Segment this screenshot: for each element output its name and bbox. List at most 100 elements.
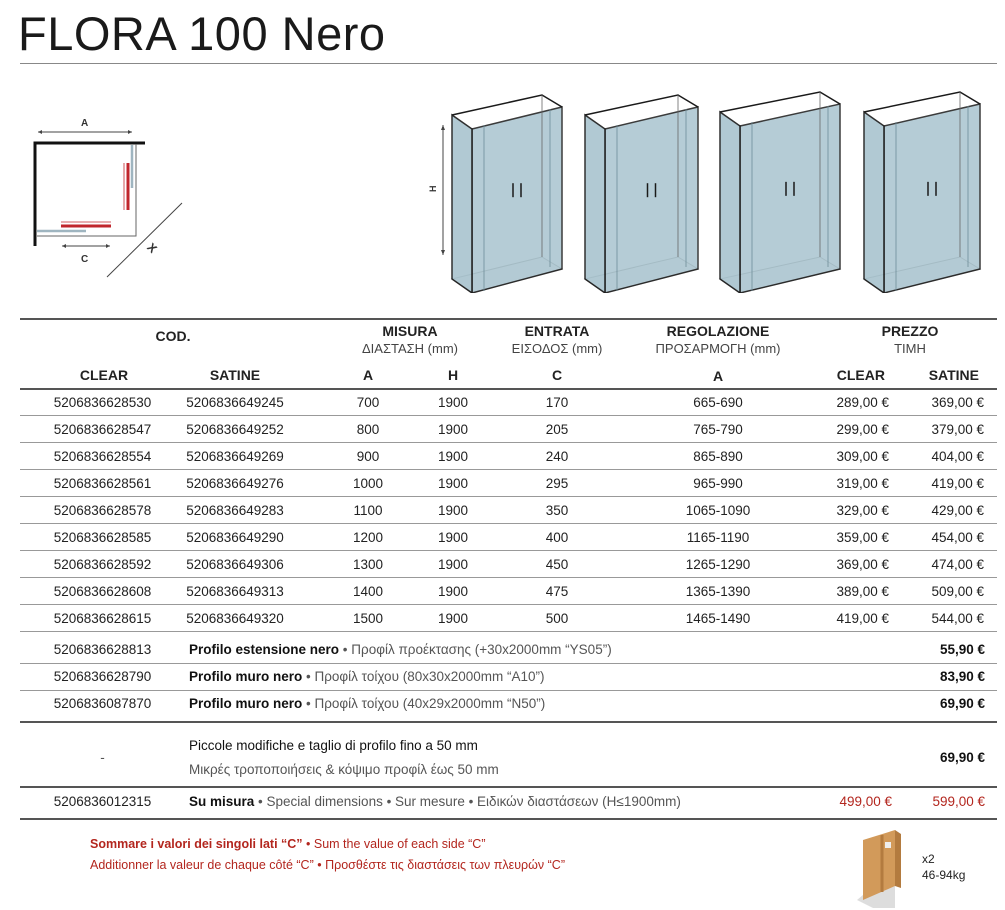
code-clear: 5206836628592: [53, 557, 152, 572]
header-entrata-sub: ΕΙΣΟΔΟΣ (mm): [511, 341, 603, 356]
header-rule: [20, 388, 997, 390]
code-satine: 5206836649320: [186, 611, 284, 626]
entry-c: 170: [545, 395, 569, 410]
entry-c: 500: [545, 611, 569, 626]
header-regolazione: REGOLAZIONE: [666, 323, 770, 339]
plan-diagram: A C X: [33, 118, 183, 278]
size-h: 1900: [437, 476, 469, 491]
shower-illustration-3: [718, 91, 842, 293]
price-clear: 319,00 €: [836, 476, 889, 491]
label-x: X: [144, 240, 160, 256]
shower-illustration-4: [862, 91, 982, 293]
note-line1-bold: Sommare i valori dei singoli lati “C”: [90, 837, 303, 851]
accessory-description: Profilo estensione nero • Προφίλ προέκτα…: [189, 642, 612, 657]
shower-illustration-2: [583, 94, 700, 293]
size-h: 1900: [437, 503, 469, 518]
price-satine: 474,00 €: [931, 557, 984, 572]
price-satine: 544,00 €: [931, 611, 984, 626]
size-h: 1900: [437, 557, 469, 572]
modifications-code: -: [100, 750, 105, 765]
code-satine: 5206836649313: [186, 584, 284, 599]
row-divider: [20, 523, 997, 524]
price-satine: 404,00 €: [931, 449, 984, 464]
row-divider: [20, 721, 997, 723]
subheader-reg-a: A: [712, 368, 724, 384]
size-a: 1300: [352, 557, 384, 572]
custom-price-satine: 599,00 €: [932, 794, 985, 809]
row-divider: [20, 415, 997, 416]
header-cod: COD.: [155, 328, 191, 344]
price-clear: 309,00 €: [836, 449, 889, 464]
row-divider: [20, 690, 997, 691]
code-clear: 5206836628585: [53, 530, 152, 545]
code-clear: 5206836628530: [53, 395, 152, 410]
entry-c: 475: [545, 584, 569, 599]
price-clear: 369,00 €: [836, 557, 889, 572]
note-line2: Additionner la valeur de chaque côté “C”…: [90, 858, 565, 872]
accessory-desc: • Προφίλ προέκτασης (+30x2000mm “YS05”): [339, 642, 612, 657]
price-satine: 454,00 €: [931, 530, 984, 545]
row-divider: [20, 663, 997, 664]
row-divider: [20, 604, 997, 605]
subheader-clear: CLEAR: [79, 367, 129, 383]
code-satine: 5206836649290: [186, 530, 284, 545]
code-satine: 5206836649306: [186, 557, 284, 572]
price-clear: 329,00 €: [836, 503, 889, 518]
code-clear: 5206836628608: [53, 584, 152, 599]
package-weight: 46-94kg: [922, 868, 966, 882]
adjustment-range: 1365-1390: [685, 584, 751, 599]
adjustment-range: 765-790: [693, 422, 743, 437]
shower-illustration-1: [450, 94, 564, 293]
accessory-price: 83,90 €: [939, 669, 985, 684]
custom-price-clear: 499,00 €: [839, 794, 892, 809]
row-divider: [20, 577, 997, 578]
size-a: 1400: [352, 584, 384, 599]
page-title: FLORA 100 Nero: [18, 7, 386, 60]
size-a: 800: [356, 422, 380, 437]
header-misura-sub: ΔΙΑΣΤΑΣΗ (mm): [361, 341, 458, 356]
note-line1-rest: • Sum the value of each side “C”: [302, 837, 486, 851]
entry-c: 295: [545, 476, 569, 491]
header-regolazione-sub: ΠΡΟΣΑΡΜΟΓΗ (mm): [655, 341, 781, 356]
subheader-h: H: [447, 367, 459, 383]
code-clear: 5206836628547: [53, 422, 152, 437]
entry-c: 400: [545, 530, 569, 545]
subheader-price-satine: SATINE: [928, 367, 979, 383]
note-line1: Sommare i valori dei singoli lati “C” • …: [90, 837, 486, 851]
accessory-name: Profilo estensione nero: [189, 642, 340, 657]
height-marker: H: [428, 125, 445, 255]
price-clear: 359,00 €: [836, 530, 889, 545]
label-c: C: [81, 254, 88, 265]
code-clear: 5206836628554: [53, 449, 152, 464]
adjustment-range: 1065-1090: [685, 503, 751, 518]
accessory-name: Profilo muro nero: [189, 669, 303, 684]
package-quantity: x2: [922, 852, 935, 866]
size-h: 1900: [437, 395, 469, 410]
adjustment-range: 1265-1290: [685, 557, 751, 572]
subheader-c: C: [551, 367, 563, 383]
header-prezzo-sub: ΤΙΜΗ: [894, 341, 926, 356]
size-a: 1100: [353, 503, 383, 518]
custom-description: Su misura • Special dimensions • Sur mes…: [189, 794, 681, 809]
code-clear: 5206836628615: [53, 611, 152, 626]
row-divider: [20, 550, 997, 551]
size-a: 1500: [352, 611, 384, 626]
accessory-desc: • Προφίλ τοίχου (40x29x2000mm “N50”): [302, 696, 546, 711]
header-misura: MISURA: [382, 323, 438, 339]
header-entrata: ENTRATA: [524, 323, 590, 339]
adjustment-range: 1465-1490: [685, 611, 751, 626]
row-divider: [20, 631, 997, 632]
size-a: 900: [356, 449, 380, 464]
row-divider: [20, 442, 997, 443]
code-clear: 5206836628561: [53, 476, 152, 491]
code-clear: 5206836628578: [53, 503, 152, 518]
row-divider: [20, 786, 997, 788]
accessory-code: 5206836628813: [53, 642, 152, 657]
price-satine: 419,00 €: [931, 476, 984, 491]
modifications-line2: Μικρές τροποποιήσεις & κόψιμο προφίλ έως…: [189, 762, 499, 777]
size-a: 700: [356, 395, 380, 410]
accessory-price: 69,90 €: [939, 696, 985, 711]
adjustment-range: 865-890: [693, 449, 743, 464]
code-satine: 5206836649283: [186, 503, 284, 518]
